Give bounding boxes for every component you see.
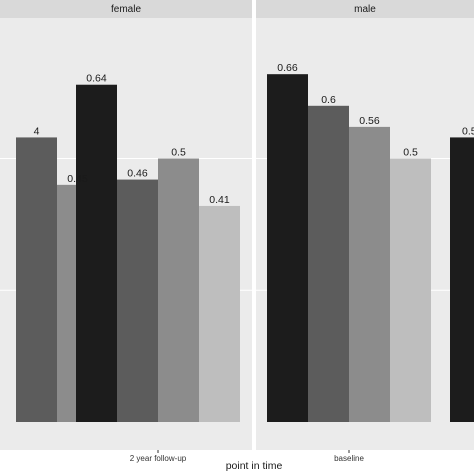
x-axis-ticks: 2 year follow-up baseline <box>130 450 364 463</box>
bar-value-label: 0.56 <box>359 115 380 127</box>
bar-value-label: 0.46 <box>127 168 148 180</box>
bar <box>349 126 390 422</box>
bar <box>308 105 349 423</box>
bar-value-label: 0.41 <box>209 194 230 206</box>
facet-label-female: female <box>111 4 141 15</box>
bar <box>390 158 431 422</box>
bar <box>16 137 57 423</box>
tick-label: 2 year follow-up <box>130 454 187 463</box>
bar-value-labels: 4 0.45 0.64 0.46 0.5 0.41 0.66 0.6 0.56 0.5 0.5 <box>34 62 474 206</box>
bar-value-label: 0.64 <box>86 73 107 85</box>
bars <box>16 74 474 423</box>
facet-label-male: male <box>354 4 376 15</box>
bar-value-label: 0.6 <box>321 94 336 106</box>
bar <box>76 84 117 422</box>
facet-strip-female <box>0 0 252 18</box>
x-axis-title: point in time <box>226 460 283 472</box>
bar-value-label: 0.5 <box>403 147 418 159</box>
bar <box>267 74 308 423</box>
bar <box>158 158 199 422</box>
bar <box>450 137 474 423</box>
tick-label: baseline <box>334 454 364 463</box>
bar-value-label: 0.66 <box>277 62 298 74</box>
facet-strips: female male <box>0 0 474 18</box>
bar <box>117 179 158 422</box>
bar-value-label: 0.45 <box>67 173 88 185</box>
bar-value-label: 0.5 <box>462 125 474 137</box>
bar-value-label: 4 <box>34 125 40 137</box>
bar <box>199 205 240 422</box>
facet-strip-male <box>256 0 474 18</box>
bar-value-label: 0.5 <box>171 147 186 159</box>
